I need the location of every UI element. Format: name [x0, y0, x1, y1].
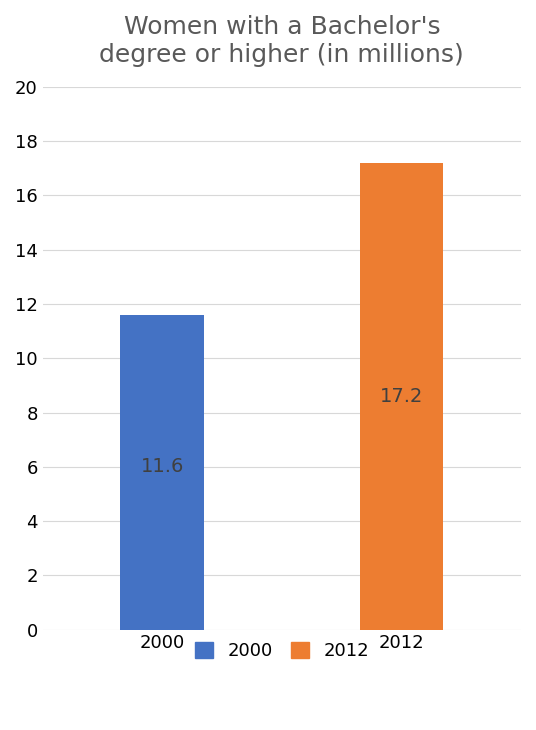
- Text: 11.6: 11.6: [140, 457, 184, 476]
- Bar: [360, 163, 443, 630]
- Text: 17.2: 17.2: [379, 387, 423, 406]
- Title: Women with a Bachelor's
degree or higher (in millions): Women with a Bachelor's degree or higher…: [100, 15, 464, 67]
- Bar: [121, 315, 204, 630]
- Legend: 2000, 2012: 2000, 2012: [186, 633, 378, 669]
